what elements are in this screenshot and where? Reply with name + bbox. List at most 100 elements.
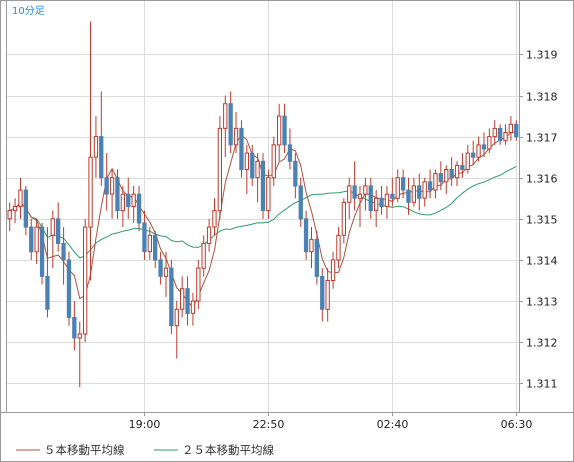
candle: [492, 120, 497, 145]
x-tick-label: 02:40: [377, 418, 409, 431]
candle: [465, 144, 470, 174]
candle-body-up: [508, 123, 514, 134]
candle: [298, 177, 303, 228]
candle: [93, 116, 99, 178]
candle: [83, 218, 88, 343]
candle: [411, 177, 417, 207]
candle-body-up: [7, 210, 12, 220]
candle-body-up: [88, 156, 93, 228]
candle-body-down: [449, 169, 454, 179]
candle: [169, 259, 174, 334]
candle: [390, 177, 395, 207]
candle: [163, 251, 169, 297]
y-tick-label: 1.313: [526, 296, 558, 309]
candle-body-down: [29, 226, 34, 253]
candle: [244, 144, 249, 195]
candle: [406, 177, 411, 215]
candle: [120, 185, 125, 228]
candle: [303, 210, 309, 260]
candle-body-up: [454, 164, 460, 179]
candle-body-up: [217, 127, 222, 212]
candle: [206, 218, 212, 252]
candle: [61, 227, 66, 285]
candle-body-down: [185, 288, 190, 314]
candle: [266, 169, 271, 219]
candles: [7, 21, 519, 388]
y-tick-label: 1.319: [526, 49, 558, 62]
candle: [379, 185, 384, 215]
candle: [363, 177, 368, 211]
candle: [223, 95, 228, 158]
candle-body-down: [427, 181, 433, 191]
candle-body-up: [411, 185, 417, 203]
candle-body-up: [476, 144, 481, 158]
candle: [147, 227, 152, 260]
candle: [126, 177, 131, 219]
candle-body-up: [503, 132, 508, 142]
candle-body-down: [72, 317, 77, 339]
candle-body-up: [363, 185, 368, 195]
candle-body-up: [341, 201, 347, 236]
candle-body-up: [180, 288, 185, 310]
candle-body-down: [282, 115, 287, 146]
candle-body-up: [384, 193, 390, 207]
candle: [330, 251, 336, 289]
candle-body-up: [201, 243, 206, 269]
candle: [498, 124, 503, 145]
candle-body-up: [18, 189, 23, 208]
candle: [514, 120, 519, 141]
candle-body-down: [514, 123, 519, 138]
candle-body-down: [406, 189, 411, 203]
candle-body-up: [492, 127, 497, 138]
candle-body-up: [163, 267, 169, 277]
candle: [196, 259, 201, 310]
candle-body-up: [309, 238, 314, 253]
candle-body-up: [444, 169, 449, 183]
candle-body-down: [438, 173, 444, 183]
candle-body-up: [12, 206, 18, 212]
candle: [23, 185, 29, 236]
candle: [39, 222, 45, 285]
candle-body-down: [153, 234, 158, 261]
candle: [401, 169, 406, 199]
plot-frame: [6, 0, 520, 413]
candle-body-down: [379, 197, 384, 208]
y-tick-label: 1.311: [526, 378, 558, 391]
candle-body-down: [39, 226, 45, 277]
candle: [180, 276, 185, 318]
candle-body-down: [390, 193, 395, 199]
candle-body-up: [174, 308, 179, 327]
x-tick-label: 06:30: [501, 418, 533, 431]
candle-body-up: [147, 234, 152, 253]
candle: [18, 177, 23, 219]
y-tick-label: 1.318: [526, 91, 558, 104]
candle: [309, 227, 314, 269]
candle: [449, 157, 454, 186]
candle: [444, 165, 449, 195]
candle: [433, 169, 438, 199]
candle: [357, 185, 363, 228]
candle: [212, 198, 217, 236]
candle-body-up: [347, 185, 352, 203]
candle: [88, 21, 93, 281]
interval-label: 10分足: [12, 5, 45, 17]
candle: [508, 116, 514, 141]
candle: [422, 177, 427, 207]
candle: [460, 153, 465, 178]
candle-body-down: [287, 144, 293, 162]
candle: [77, 321, 82, 388]
candle: [158, 251, 163, 285]
candle-body-up: [255, 160, 260, 179]
candle-body-down: [66, 259, 72, 318]
candle-body-down: [250, 152, 255, 179]
legend: ５本移動平均線 ２５本移動平均線: [16, 443, 274, 457]
candle: [56, 202, 61, 252]
y-axis-ticks: 1.311 1.312 1.313 1.314 1.315 1.316 1.317 1.318…: [526, 49, 558, 391]
candle: [66, 251, 72, 326]
candle: [476, 136, 481, 162]
candle-body-down: [498, 127, 503, 142]
candle-body-down: [471, 152, 476, 158]
